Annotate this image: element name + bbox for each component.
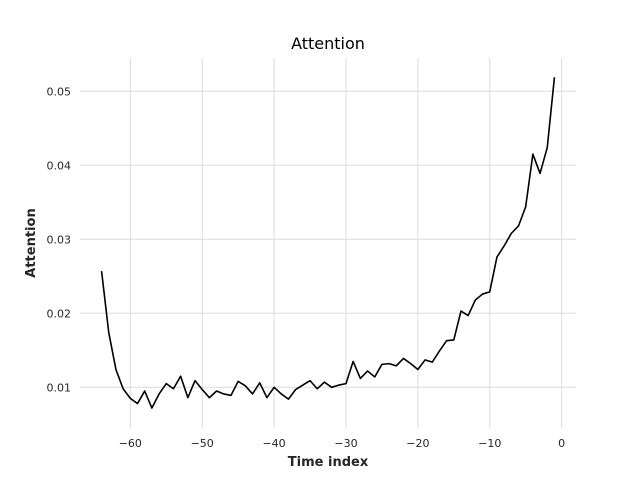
x-tick-label: 0 — [558, 437, 565, 450]
y-tick-label: 0.02 — [47, 307, 72, 320]
x-tick-label: −40 — [262, 437, 285, 450]
y-tick-label: 0.04 — [47, 159, 72, 172]
x-tick-label: −10 — [478, 437, 501, 450]
tick-label-layer: −60 −50 −40 −30 −20 −10 0 0.01 0.02 0.03 0.04 0.05 — [47, 85, 566, 450]
attention-series-line — [100, 77, 556, 409]
x-tick-label: −30 — [334, 437, 357, 450]
x-tick-label: −50 — [191, 437, 214, 450]
chart-title: Attention — [291, 34, 365, 53]
y-tick-label: 0.05 — [47, 85, 72, 98]
grid-layer — [80, 58, 576, 428]
y-tick-label: 0.03 — [47, 233, 72, 246]
series-layer — [100, 77, 556, 409]
x-axis-label: Time index — [288, 455, 369, 470]
x-tick-label: −20 — [406, 437, 429, 450]
x-tick-label: −60 — [119, 437, 142, 450]
y-axis-label: Attention — [24, 208, 39, 277]
y-tick-label: 0.01 — [47, 381, 72, 394]
